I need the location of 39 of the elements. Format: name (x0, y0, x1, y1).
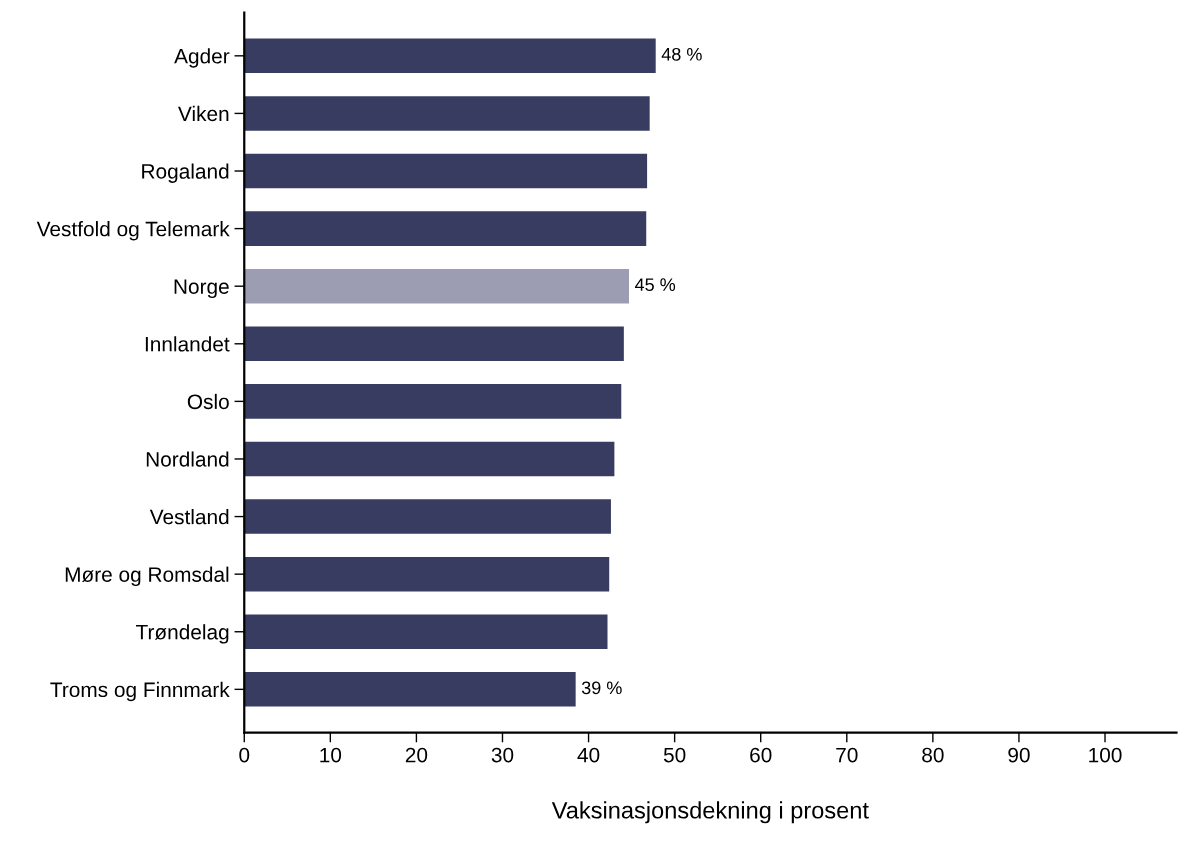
x-tick-label: 20 (405, 747, 428, 763)
bar (244, 326, 624, 362)
bar (244, 384, 622, 419)
x-tick-label: 80 (922, 747, 944, 763)
y-tick-label: Agder (174, 48, 230, 68)
x-tick-label: 30 (491, 747, 514, 763)
x-tick-label: 100 (1089, 747, 1122, 763)
bar (244, 441, 615, 477)
x-tick-label: 50 (663, 747, 686, 763)
x-axis-title: Vaksinasjonsdekning i prosent (551, 801, 869, 824)
bar (244, 614, 608, 650)
data-label: 48 % (661, 47, 702, 61)
bar (244, 211, 647, 246)
x-tick-label: 60 (750, 747, 772, 763)
x-tick-label: 70 (836, 747, 858, 763)
y-tick-label: Viken (178, 105, 229, 122)
bar (244, 96, 650, 131)
bar (244, 556, 610, 592)
y-tick-label: Innlandet (145, 336, 230, 352)
bar (244, 153, 648, 189)
y-tick-label: Norge (174, 279, 229, 299)
data-label: 45 % (634, 278, 676, 292)
x-tick-label: 90 (1008, 747, 1030, 763)
x-tick-label: 10 (320, 747, 342, 763)
y-tick-label: Trøndelag (135, 624, 229, 644)
bar (244, 268, 630, 304)
y-tick-label: Vestland (149, 509, 229, 525)
bar (244, 38, 656, 74)
y-tick-label: Troms og Finnmark (50, 681, 230, 702)
y-tick-label: Møre og Romsdal (65, 566, 229, 587)
x-tick-label: 0 (239, 747, 250, 763)
data-label: 39 % (581, 681, 622, 695)
bar (244, 499, 611, 534)
y-tick-label: Rogaland (142, 163, 229, 183)
y-tick-label: Vestfold og Telemark (36, 221, 230, 241)
bar (244, 672, 576, 707)
y-tick-label: Nordland (146, 451, 229, 467)
x-tick-label: 40 (577, 747, 600, 763)
y-tick-label: Oslo (187, 393, 229, 410)
